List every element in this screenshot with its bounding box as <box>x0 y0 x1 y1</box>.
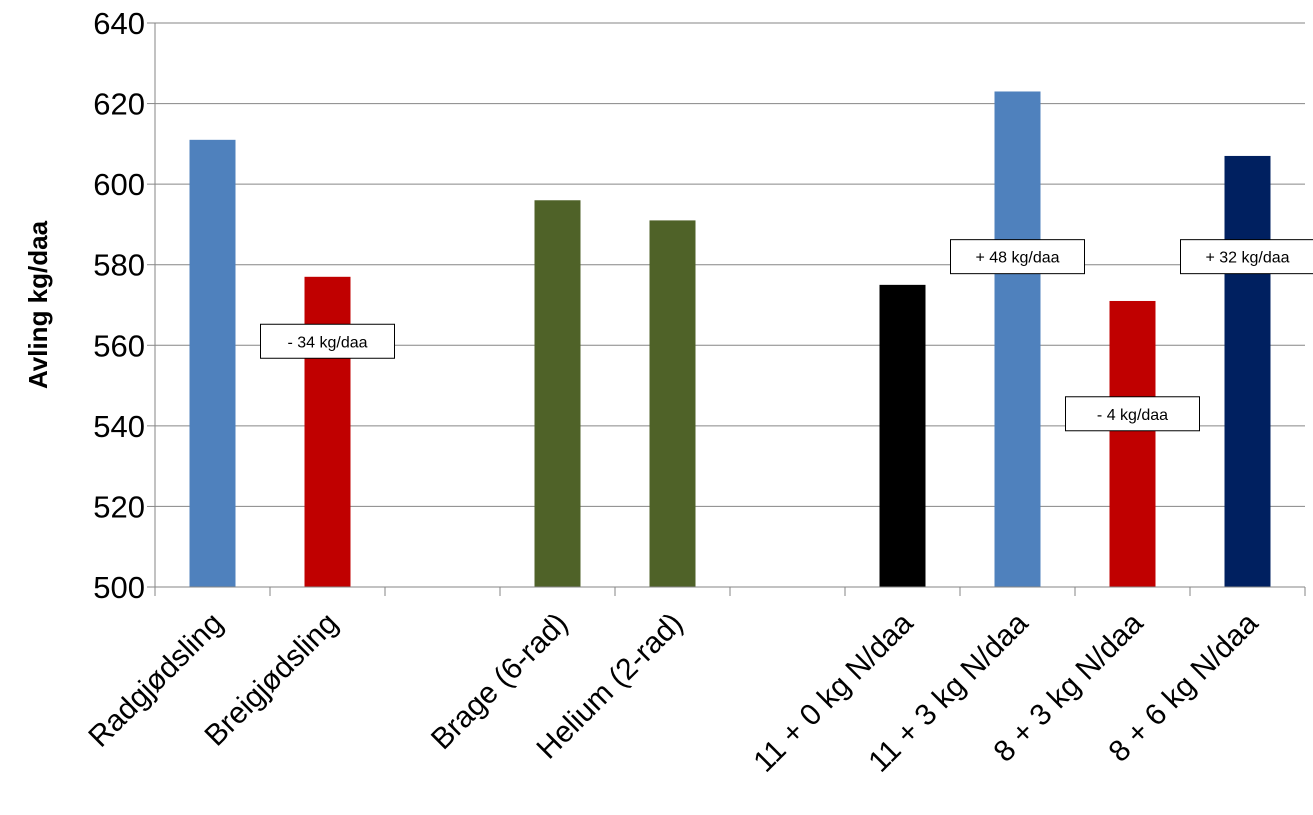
bar <box>879 284 926 587</box>
annotation-label: + 32 kg/daa <box>1205 250 1289 267</box>
bar <box>1224 155 1271 587</box>
annotation-frame <box>260 323 395 359</box>
bar <box>994 91 1041 587</box>
bar <box>534 200 581 587</box>
annotation-box: - 4 kg/daa <box>1065 396 1200 432</box>
bar <box>1109 300 1156 587</box>
y-tick-label: 560 <box>93 328 145 363</box>
annotation-label: + 48 kg/daa <box>975 250 1059 267</box>
annotation-frame <box>1180 239 1313 275</box>
y-tick-labels: 500 520 540 560 580 600 620 640 <box>93 6 145 605</box>
y-tick-label: 500 <box>93 570 145 605</box>
annotation-box: + 32 kg/daa <box>1180 239 1313 275</box>
bar <box>189 139 236 588</box>
bar <box>649 220 696 587</box>
y-tick-label: 640 <box>93 6 145 41</box>
bar <box>304 276 351 587</box>
annotation-label: - 4 kg/daa <box>1097 407 1168 424</box>
annotations: - 34 kg/daa + 48 kg/daa - 4 kg/daa + 32 kg/… <box>260 239 1313 432</box>
y-tick-label: 580 <box>93 248 145 283</box>
y-tick-label: 520 <box>93 489 145 524</box>
y-tick-label: 600 <box>93 167 145 202</box>
y-tick-label: 540 <box>93 409 145 444</box>
axes <box>154 23 1305 588</box>
annotation-label: - 34 kg/daa <box>287 334 367 351</box>
y-tick-label: 620 <box>93 87 145 122</box>
annotation-frame <box>1065 396 1200 432</box>
annotation-box: + 48 kg/daa <box>950 239 1085 275</box>
y-axis-label: Avling kg/daa <box>23 220 53 389</box>
annotation-frame <box>950 239 1085 275</box>
annotation-box: - 34 kg/daa <box>260 323 395 359</box>
